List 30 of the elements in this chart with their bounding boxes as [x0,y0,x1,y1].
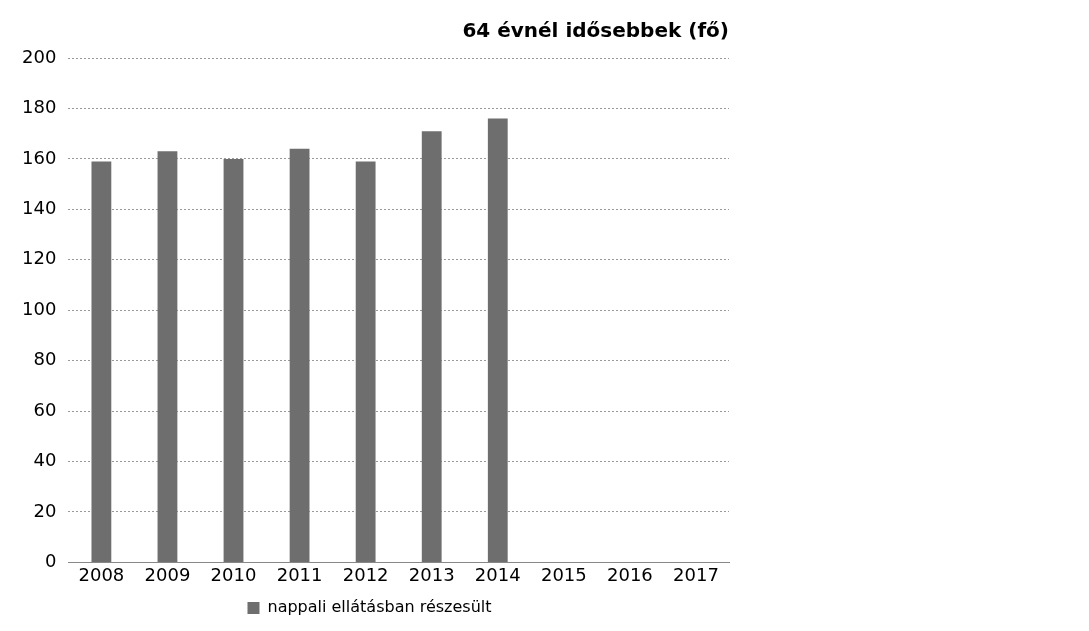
bar [487,118,508,562]
x-tick-label: 2016 [607,563,653,585]
y-tick-label: 0 [44,550,57,572]
x-tick-label: 2010 [210,563,257,585]
x-tick-label: 2009 [144,563,191,585]
bar [91,161,112,562]
x-tick-label: 2015 [540,563,587,585]
y-tick-label: 160 [22,146,57,168]
x-tick-label: 2017 [673,563,719,585]
x-tick-label: 2012 [342,563,389,585]
y-tick-label: 100 [22,297,57,319]
y-tick-label: 180 [22,96,57,118]
y-tick-label: 140 [22,196,57,218]
bar [157,151,178,562]
y-tick-label: 80 [33,348,57,370]
x-tick-label: 2013 [408,563,455,585]
x-tick-label: 2014 [474,563,521,585]
x-tick-label: 2008 [78,563,125,585]
x-tick-label: 2011 [276,563,323,585]
y-tick-label: 20 [33,499,57,521]
bar [289,148,310,562]
chart-title: 64 évnél idősebbek (fő) [462,18,729,43]
legend-label: nappali ellátásban részesült [267,597,492,617]
bar [421,131,442,562]
y-tick-label: 200 [22,45,57,67]
bar [355,161,376,562]
y-tick-label: 40 [33,449,57,471]
y-tick-label: 60 [33,398,57,420]
y-tick-label: 120 [22,247,57,269]
bar [223,158,244,562]
